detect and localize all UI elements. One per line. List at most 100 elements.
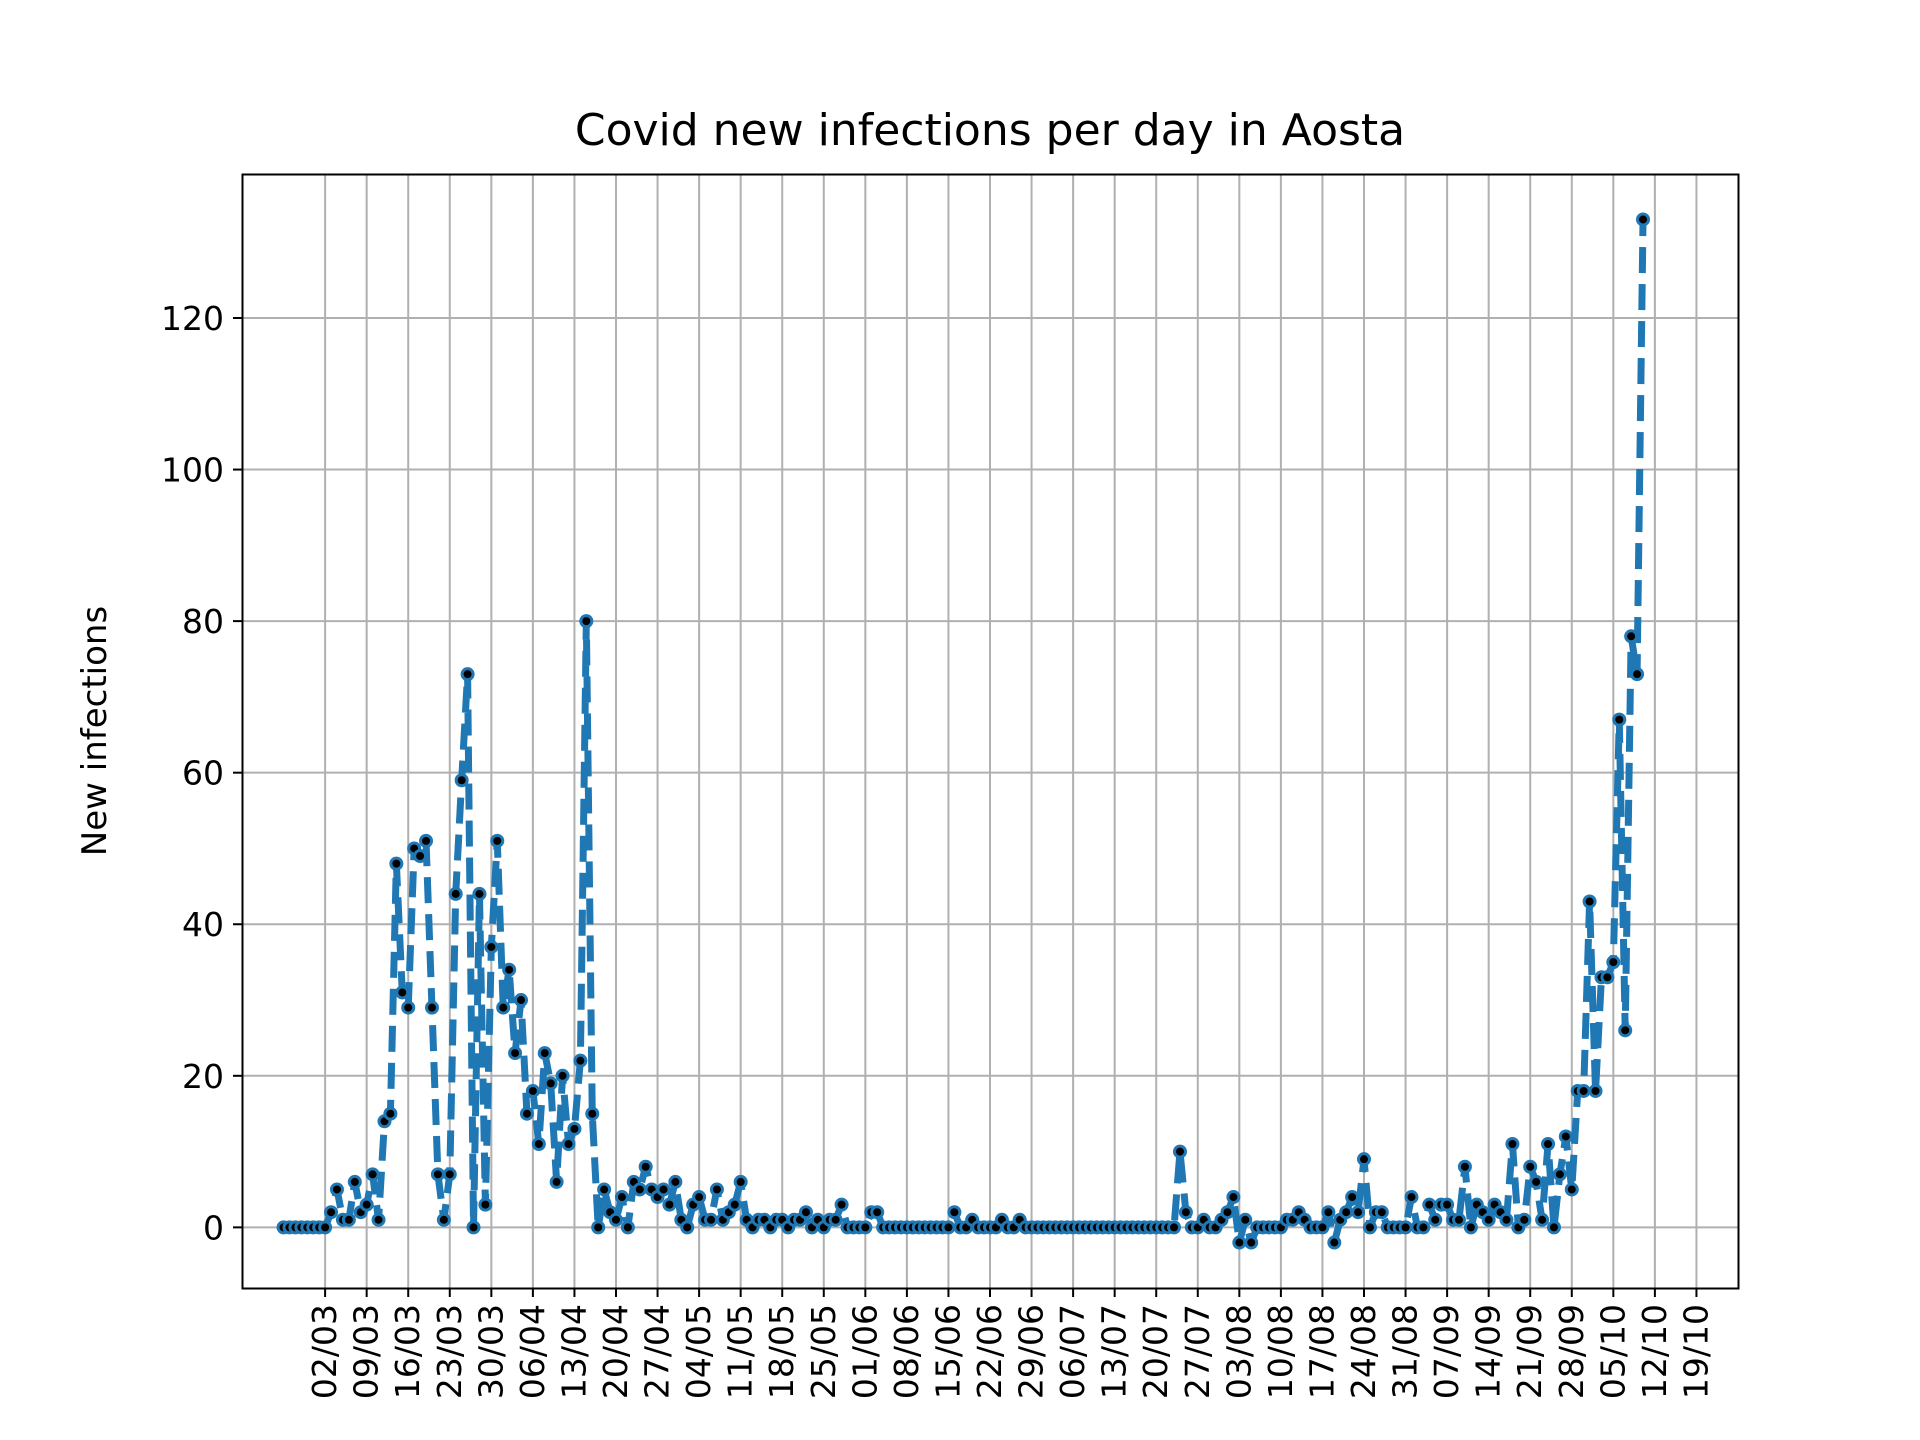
data-point [1564, 1182, 1579, 1197]
data-point [543, 1076, 558, 1091]
data-point [632, 1182, 647, 1197]
y-tick-label: 80 [182, 602, 224, 641]
y-tick-label: 120 [161, 299, 224, 338]
data-point [1404, 1190, 1419, 1205]
data-point [1362, 1220, 1377, 1235]
data-point [531, 1137, 546, 1152]
data-point [1357, 1152, 1371, 1167]
data-point [329, 1182, 344, 1197]
x-tick-label: 27/04 [638, 1304, 677, 1399]
data-point [585, 1106, 600, 1121]
data-point [555, 1068, 570, 1083]
data-point [1600, 970, 1615, 985]
data-point [454, 773, 469, 788]
x-tick-label: 04/05 [679, 1304, 718, 1399]
data-point [1606, 955, 1621, 970]
x-tick-label: 30/03 [471, 1304, 510, 1399]
x-tick-label: 24/08 [1344, 1304, 1383, 1399]
data-point [597, 1182, 612, 1197]
data-series [276, 212, 1651, 1250]
data-point [1232, 1235, 1247, 1250]
data-point [1339, 1205, 1354, 1220]
x-tick-label: 14/09 [1469, 1304, 1508, 1399]
data-point [1558, 1129, 1573, 1144]
x-tick-label: 01/06 [845, 1304, 884, 1399]
x-tick-label: 27/07 [1178, 1304, 1217, 1399]
data-point [442, 1167, 457, 1182]
data-point [1576, 1083, 1591, 1098]
data-point [1457, 1159, 1472, 1174]
data-point [1178, 1205, 1193, 1220]
y-axis-label: New infections [75, 606, 115, 856]
x-tick-label: 08/06 [887, 1304, 926, 1399]
x-tick-label: 16/03 [388, 1304, 427, 1399]
data-point [318, 1220, 333, 1235]
data-point [1238, 1212, 1253, 1227]
data-point [947, 1205, 962, 1220]
y-tick-label: 0 [203, 1208, 224, 1247]
data-point [1463, 1220, 1478, 1235]
data-point [1416, 1220, 1431, 1235]
data-point [573, 1053, 588, 1068]
data-point [1422, 1197, 1437, 1212]
x-tick-label: 06/04 [513, 1304, 552, 1399]
data-point [1588, 1083, 1603, 1098]
data-point [1327, 1235, 1342, 1250]
data-point [620, 1220, 635, 1235]
x-tick-label: 23/03 [430, 1304, 469, 1399]
x-tick-label: 02/03 [305, 1304, 344, 1399]
data-point [1624, 629, 1639, 644]
x-tick-label: 22/06 [970, 1304, 1009, 1399]
data-point [1345, 1190, 1360, 1205]
data-point [514, 993, 529, 1008]
data-point [1440, 1197, 1455, 1212]
data-point [638, 1159, 653, 1174]
data-point [508, 1046, 523, 1061]
grid [242, 174, 1738, 1288]
data-point [662, 1197, 677, 1212]
y-tick-label: 40 [182, 905, 224, 944]
data-point [395, 985, 410, 1000]
x-tick-label: 25/05 [804, 1304, 843, 1399]
data-point [1636, 212, 1651, 227]
x-tick-label: 17/08 [1302, 1304, 1341, 1399]
data-point [941, 1220, 956, 1235]
data-point [609, 1212, 623, 1227]
data-point [828, 1212, 843, 1227]
x-tick-label: 31/08 [1386, 1304, 1425, 1399]
data-point [1374, 1205, 1389, 1220]
data-point [668, 1174, 683, 1189]
x-tick-label: 12/10 [1635, 1304, 1674, 1399]
data-point [834, 1197, 849, 1212]
data-point [1529, 1174, 1544, 1189]
data-point [591, 1220, 606, 1235]
data-point [430, 1167, 445, 1182]
data-point [424, 1000, 439, 1015]
x-tick-label: 13/07 [1095, 1304, 1134, 1399]
y-tick-label: 60 [182, 754, 224, 793]
data-point [389, 856, 404, 871]
x-tick-label: 19/10 [1676, 1304, 1715, 1399]
data-point [490, 833, 505, 848]
data-point [1523, 1159, 1538, 1174]
x-tick-label: 10/08 [1261, 1304, 1300, 1399]
data-point [1541, 1137, 1556, 1152]
data-point [1505, 1137, 1520, 1152]
x-tick-label: 03/08 [1219, 1304, 1258, 1399]
data-point [419, 833, 434, 848]
data-point [1618, 1023, 1633, 1038]
data-point [365, 1167, 380, 1182]
data-point [727, 1197, 742, 1212]
data-point [1630, 667, 1645, 682]
data-point [1315, 1220, 1330, 1235]
data-point [478, 1197, 493, 1212]
data-point [519, 1106, 534, 1121]
data-point [1428, 1212, 1443, 1227]
data-point [858, 1220, 873, 1235]
data-point [656, 1182, 671, 1197]
data-point [1167, 1220, 1182, 1235]
data-point [870, 1205, 885, 1220]
x-tick-label: 15/06 [928, 1304, 967, 1399]
data-point [324, 1205, 339, 1220]
